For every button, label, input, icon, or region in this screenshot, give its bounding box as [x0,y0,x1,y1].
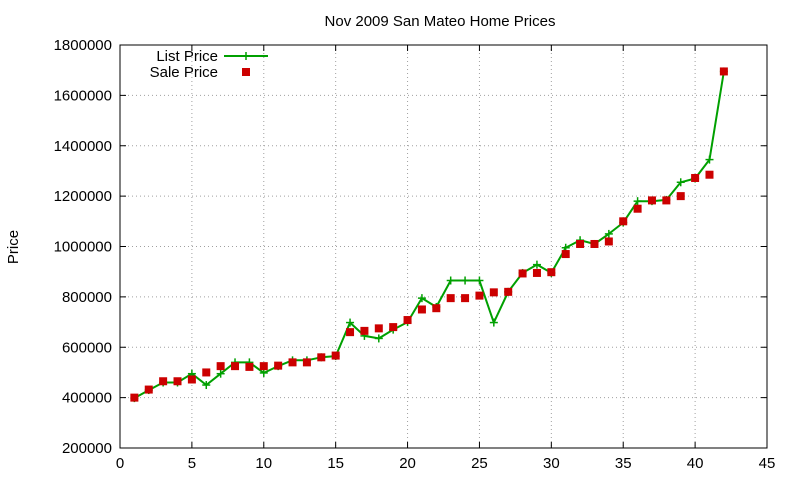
plot-series [130,67,728,403]
sale-price-point [561,250,570,259]
list-price-point [532,260,541,269]
x-tick-label: 0 [116,455,124,472]
x-tick-label: 40 [687,455,704,472]
x-tick-label: 25 [471,455,488,472]
sale-price-point [302,358,311,367]
axis-ticks: 200000 400000 600000 800000 1000000 1200000 14… [54,37,776,472]
sale-price-point [144,385,153,394]
sale-price-point [691,173,700,182]
sale-price-point [532,268,541,277]
sale-price-point [173,377,182,386]
list-price-point [633,197,642,206]
grid [120,45,767,448]
sale-price-point [389,323,398,332]
sale-price-point [676,192,685,201]
series-line-list-price [133,71,725,399]
sale-price-point [331,351,340,360]
sale-price-point [274,361,283,370]
sale-price-point [518,269,527,278]
y-tick-label: 1000000 [54,239,112,256]
sale-price-point [705,170,714,179]
sale-price-point [346,328,355,337]
sale-price-point [374,324,383,333]
x-tick-label: 15 [327,455,344,472]
x-tick-label: 30 [543,455,560,472]
x-tick-label: 45 [759,455,776,472]
legend-marker-list-price [242,52,250,60]
legend-marker-sale-price [242,68,250,76]
sale-price-point [461,294,470,303]
sale-price-point [187,375,196,384]
list-price-point [417,294,426,303]
sale-price-point [662,196,671,205]
y-tick-label: 1400000 [54,138,112,155]
sale-price-point [245,362,254,371]
list-price-point [346,318,355,327]
sale-price-point [604,237,613,246]
plot-frame [119,44,768,449]
sale-price-point [216,362,225,371]
x-tick-label: 5 [188,455,196,472]
list-price-point [216,369,225,378]
sale-price-point [288,358,297,367]
list-price-point [475,276,484,285]
sale-price-point [202,368,211,377]
sale-price-point [446,294,455,303]
sale-price-point [504,287,513,296]
list-price-point [446,276,455,285]
sale-price-point [647,196,656,205]
y-tick-label: 400000 [62,390,112,407]
chart-title: Nov 2009 San Mateo Home Prices [325,13,556,30]
sale-price-point [590,239,599,248]
sale-price-point [317,353,326,362]
y-tick-label: 200000 [62,440,112,457]
sale-price-point [130,393,139,402]
sale-price-point [360,326,369,335]
list-price-point [604,229,613,238]
sale-price-point [719,67,728,76]
list-price-point [259,368,268,377]
legend: List Price Sale Price [150,48,268,81]
x-tick-label: 35 [615,455,632,472]
x-tick-label: 20 [399,455,416,472]
legend-label-sale-price: Sale Price [150,64,218,81]
y-tick-label: 1200000 [54,188,112,205]
list-price-point [202,381,211,390]
sale-price-point [489,288,498,297]
sale-price-point [417,305,426,314]
list-price-point [705,155,714,164]
y-tick-label: 1800000 [54,37,112,54]
sale-price-point [403,316,412,325]
sale-price-point [259,362,268,371]
y-axis-label: Price [5,230,22,264]
sale-price-point [576,239,585,248]
sale-price-point [432,304,441,313]
sale-price-point [231,362,240,371]
list-price-point [676,178,685,187]
sale-price-point [159,377,168,386]
sale-price-point [633,204,642,213]
sale-price-point [547,268,556,277]
sale-price-point [475,291,484,300]
y-tick-label: 1600000 [54,87,112,104]
legend-label-list-price: List Price [156,48,218,65]
list-price-point [489,318,498,327]
x-tick-label: 10 [255,455,272,472]
sale-price-point [619,217,628,226]
list-price-point [461,276,470,285]
y-tick-label: 800000 [62,289,112,306]
list-price-point [374,334,383,343]
y-tick-label: 600000 [62,339,112,356]
